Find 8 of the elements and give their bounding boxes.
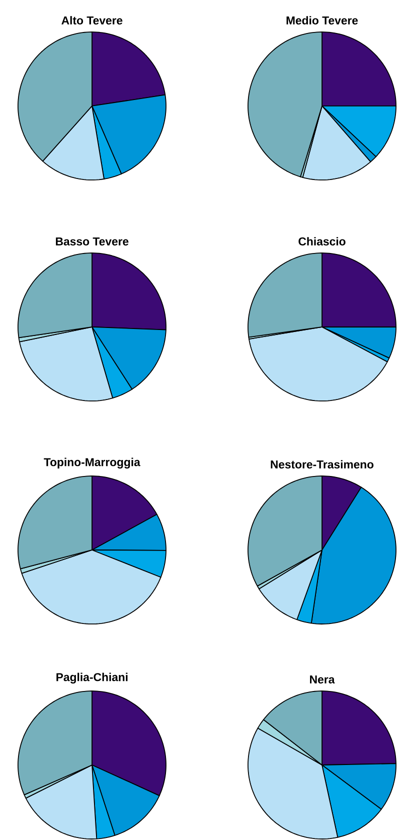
- chart-title: Alto Tevere: [62, 16, 122, 24]
- chart-title: Nestore-Trasimeno: [270, 460, 374, 468]
- chart-title: Chiascio: [298, 237, 346, 246]
- chart-title: Basso Tevere: [56, 238, 128, 246]
- chart-title: Nera: [310, 676, 335, 684]
- chart-title: Topino-Marroggia: [44, 458, 140, 468]
- chart-title: Medio Tevere: [286, 16, 358, 24]
- chart-title: Paglia-Chiani: [56, 672, 128, 684]
